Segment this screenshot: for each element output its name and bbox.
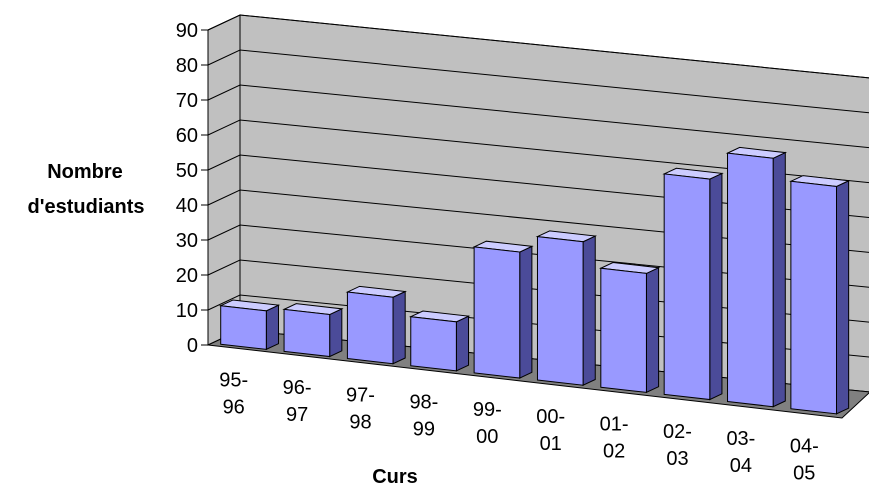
bar-front	[220, 305, 267, 350]
bar	[789, 175, 851, 415]
bar	[599, 262, 661, 394]
bar	[408, 310, 471, 372]
bar-front	[663, 173, 711, 401]
x-tick-label: 01-02	[600, 413, 629, 462]
x-tick-label: 02-03	[663, 421, 692, 470]
x-tick-label-line: 03	[666, 448, 688, 470]
gridlines	[207, 14, 869, 358]
left-wall	[207, 14, 241, 346]
bar-side	[709, 172, 723, 401]
x-tick-label: 04-05	[790, 435, 819, 484]
bar-side	[392, 290, 406, 365]
y-tick-label: 60	[176, 125, 198, 147]
y-tick-label: 0	[187, 335, 198, 357]
x-tick-label-line: 99	[413, 419, 435, 441]
x-tick-label-line: 00-	[536, 406, 565, 428]
x-tick-label: 98-99	[409, 392, 438, 441]
x-tick-label-line: 02-	[663, 421, 692, 443]
gridline	[207, 84, 869, 149]
x-tick-label: 95-96	[219, 370, 248, 419]
bar-front	[283, 308, 331, 358]
x-tick-label: 00-01	[536, 406, 565, 455]
x-tick-label: 97-98	[346, 384, 375, 433]
y-tick-label: 50	[176, 160, 198, 182]
bar-front	[790, 180, 837, 415]
bar	[535, 230, 598, 386]
y-axis-label-line-1: Nombre	[47, 161, 123, 183]
x-tick-label: 96-97	[283, 377, 312, 426]
bar-side	[265, 304, 279, 351]
gridline	[207, 294, 869, 358]
x-tick-label-line: 01-	[600, 413, 629, 435]
x-tick-label-line: 96-	[283, 377, 312, 399]
bar-front	[600, 267, 647, 393]
bar-side	[455, 315, 470, 372]
bar-front	[473, 246, 521, 379]
x-tick-label-line: 05	[793, 462, 815, 484]
bar-side	[519, 245, 533, 379]
x-tick-label-line: 04-	[790, 435, 819, 457]
y-tick-label: 20	[176, 265, 198, 287]
bar	[662, 167, 724, 401]
x-tick-label-line: 96	[223, 397, 245, 419]
y-tick-label: 30	[176, 230, 198, 252]
bar	[725, 146, 788, 408]
bar	[472, 240, 534, 379]
bar	[218, 299, 281, 351]
bar-front	[410, 316, 457, 372]
gridline	[207, 189, 869, 253]
bar-front	[727, 152, 774, 408]
y-tick-label: 70	[176, 90, 198, 112]
x-tick-label-line: 97	[286, 404, 308, 426]
x-tick-label-line: 97-	[346, 384, 375, 406]
x-tick-label-line: 99-	[473, 399, 502, 421]
y-tick-labels: 0 10 20 30 40 50 60 70 80 90	[176, 20, 208, 357]
bar-front	[346, 291, 394, 365]
y-tick-label: 80	[176, 55, 198, 77]
bar-side	[835, 179, 850, 415]
x-tick-label-line: 95-	[219, 370, 248, 392]
bar	[345, 285, 408, 365]
x-tick-labels: 95-9696-9797-9898-9999-0000-0101-0202-03…	[219, 370, 819, 485]
bar-side	[329, 308, 343, 358]
x-tick-label-line: 03-	[726, 428, 755, 450]
bar-side	[645, 266, 660, 394]
x-axis-label: Curs	[372, 466, 418, 488]
bars	[218, 146, 851, 415]
y-axis-label-line-2: d'estudiants	[28, 196, 145, 218]
x-tick-label-line: 02	[603, 440, 625, 462]
gridline	[207, 224, 869, 288]
gridline	[207, 259, 869, 323]
y-tick-label: 40	[176, 195, 198, 217]
x-tick-label-line: 00	[476, 426, 498, 448]
x-tick-label-line: 01	[540, 433, 562, 455]
bar-side	[582, 235, 596, 386]
x-tick-label: 99-00	[473, 399, 502, 448]
x-tick-label-line: 04	[730, 455, 752, 477]
gridline	[207, 154, 869, 218]
x-tick-label-line: 98	[349, 411, 371, 433]
gridline	[207, 49, 869, 114]
gridline	[207, 14, 869, 79]
gridline	[207, 119, 869, 184]
x-tick-label-line: 98-	[409, 392, 438, 414]
bar-side	[772, 151, 786, 408]
bar	[282, 303, 344, 358]
bar-front	[536, 236, 584, 386]
y-tick-label: 90	[176, 20, 198, 42]
x-tick-label: 03-04	[726, 428, 755, 477]
y-tick-label: 10	[176, 300, 198, 322]
